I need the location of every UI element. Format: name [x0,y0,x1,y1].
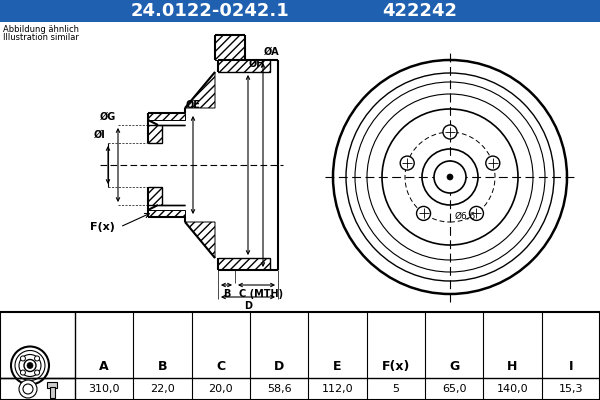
Text: C (MTH): C (MTH) [239,289,284,299]
Text: 20,0: 20,0 [209,384,233,394]
Bar [218,60,270,72]
Circle shape [20,356,25,361]
Bar [215,35,245,60]
Polygon shape [185,222,215,258]
Text: 24.0122-0242.1: 24.0122-0242.1 [131,2,289,20]
Circle shape [416,206,431,220]
Bar [0,0,600,22]
Circle shape [35,370,40,375]
Text: ØH: ØH [249,59,265,69]
Text: B: B [223,289,230,299]
Text: ØI: ØI [94,130,106,140]
Text: 15,3: 15,3 [559,384,583,394]
Bar [148,187,162,205]
Text: ØA: ØA [264,47,280,57]
Circle shape [434,161,466,193]
Text: F(x): F(x) [382,360,410,373]
Circle shape [443,125,457,139]
Text: Illustration similar: Illustration similar [3,33,79,42]
Bar [148,113,185,120]
Circle shape [486,156,500,170]
Circle shape [469,206,484,220]
Text: 5: 5 [392,384,400,394]
Text: 22,0: 22,0 [150,384,175,394]
Bar [49,387,55,398]
Text: D: D [244,301,252,311]
Text: E: E [333,360,342,373]
Circle shape [35,356,40,361]
Bar [0,22,600,310]
Bar [218,258,270,270]
Text: 112,0: 112,0 [322,384,353,394]
Text: ØE: ØE [185,100,200,110]
Text: F(x): F(x) [90,222,115,232]
Bar [148,125,162,143]
Bar [0,312,600,400]
Circle shape [23,384,33,394]
Text: C: C [216,360,226,373]
Bar [148,210,185,217]
Text: A: A [100,360,109,373]
Circle shape [20,370,25,375]
Text: Abbildung ähnlich: Abbildung ähnlich [3,25,79,34]
Text: Ø6,6: Ø6,6 [455,212,476,220]
Text: I: I [569,360,573,373]
Text: G: G [449,360,459,373]
Text: 422242: 422242 [383,2,458,20]
Text: 140,0: 140,0 [497,384,529,394]
Text: 65,0: 65,0 [442,384,466,394]
Text: 58,6: 58,6 [267,384,292,394]
Circle shape [27,362,33,368]
Text: 310,0: 310,0 [88,384,120,394]
Circle shape [400,156,414,170]
Polygon shape [185,72,215,108]
Circle shape [19,380,37,398]
FancyBboxPatch shape [47,382,57,388]
Bar [0,312,600,400]
Text: B: B [158,360,167,373]
Text: H: H [508,360,518,373]
Circle shape [447,174,453,180]
Text: ØG: ØG [100,112,116,122]
Text: D: D [274,360,284,373]
